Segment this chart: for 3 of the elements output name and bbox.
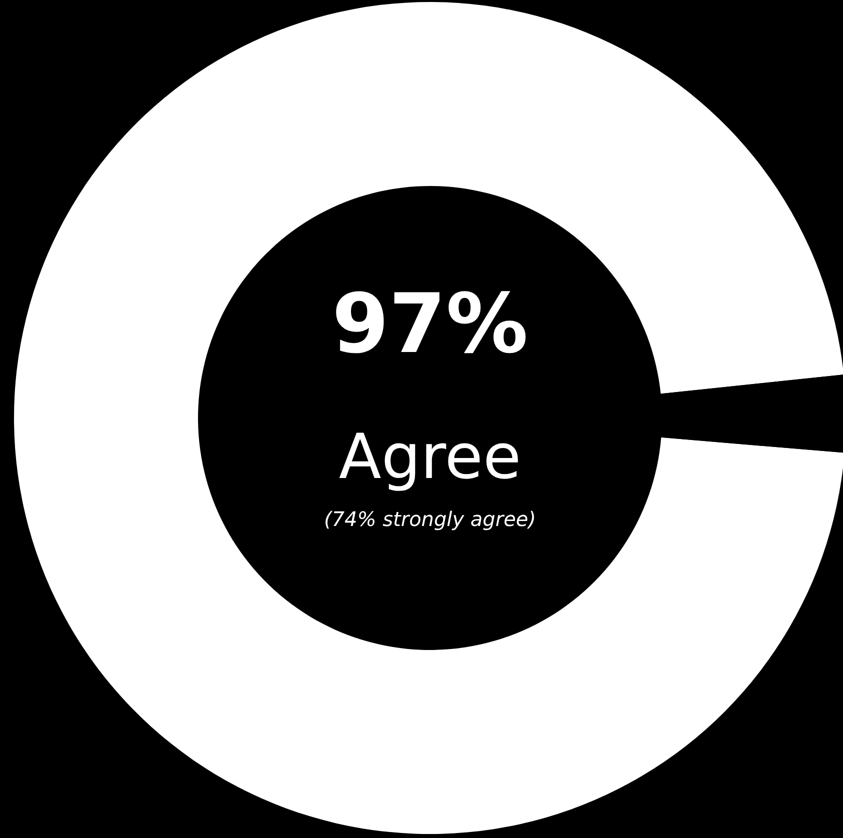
text: Agree: [338, 420, 522, 493]
text: (74% strongly agree): [324, 507, 536, 531]
text: 97%: [332, 277, 528, 372]
